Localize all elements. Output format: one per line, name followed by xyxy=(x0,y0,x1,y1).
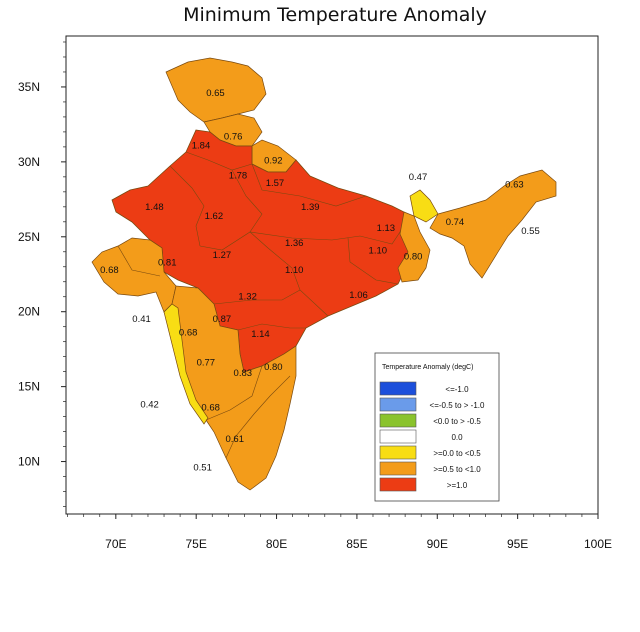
legend-swatch xyxy=(379,445,417,460)
region-northeast xyxy=(429,169,557,279)
region-value-label: 0.87 xyxy=(213,314,232,325)
region-value-label: 0.83 xyxy=(234,368,253,379)
region-value-label: 1.10 xyxy=(285,265,304,276)
legend-label: <0.0 to > -0.5 xyxy=(433,417,481,426)
region-value-label: 1.78 xyxy=(229,170,248,181)
legend-swatch xyxy=(379,397,417,412)
legend-swatch xyxy=(379,461,417,476)
region-value-label: 0.42 xyxy=(140,400,159,411)
region-value-label: 1.32 xyxy=(238,292,257,303)
region-value-label: 0.80 xyxy=(404,251,423,262)
region-value-label: 0.51 xyxy=(193,463,212,474)
y-tick-label: 30N xyxy=(18,155,40,169)
state-boundaries xyxy=(117,151,401,459)
region-value-label: 1.10 xyxy=(369,245,388,256)
x-tick-label: 90E xyxy=(427,537,448,551)
legend: Temperature Anomaly (degC) <=-1.0 <=-0.5 … xyxy=(374,352,500,502)
region-value-label: 0.81 xyxy=(158,257,177,268)
region-value-label: 1.06 xyxy=(349,290,368,301)
y-tick-label: 15N xyxy=(18,380,40,394)
axis-ticks: 70E 75E 80E 85E 90E 95E 100E 35N 30N 25N 20N 15N 10N xyxy=(18,41,612,551)
region-value-label: 0.77 xyxy=(197,358,216,369)
region-value-label: 1.48 xyxy=(145,202,164,213)
legend-label: >=0.0 to <0.5 xyxy=(433,449,481,458)
legend-items: <=-1.0 <=-0.5 to > -1.0 <0.0 to > -0.5 0.0 >… xyxy=(379,381,485,492)
region-west-bengal xyxy=(397,211,431,283)
chart-title: Minimum Temperature Anomaly xyxy=(183,4,487,26)
x-tick-label: 85E xyxy=(346,537,367,551)
x-tick-label: 80E xyxy=(266,537,287,551)
region-value-label: 0.80 xyxy=(264,362,283,373)
region-value-label: 1.14 xyxy=(251,329,270,340)
legend-label: >=1.0 xyxy=(447,481,468,490)
region-value-label: 0.76 xyxy=(224,131,243,142)
legend-swatch xyxy=(379,381,417,396)
y-tick-label: 25N xyxy=(18,230,40,244)
region-jammu-kashmir xyxy=(165,57,267,123)
legend-label: >=0.5 to <1.0 xyxy=(433,465,481,474)
legend-swatch xyxy=(379,429,417,444)
region-value-label: 0.41 xyxy=(132,314,151,325)
region-value-label: 1.62 xyxy=(205,211,224,222)
region-value-label: 1.39 xyxy=(301,202,320,213)
x-tick-label: 95E xyxy=(507,537,528,551)
region-value-label: 0.61 xyxy=(226,434,245,445)
region-value-label: 1.84 xyxy=(192,140,211,151)
region-value-label: 0.55 xyxy=(521,226,540,237)
legend-swatch xyxy=(379,477,417,492)
x-tick-label: 70E xyxy=(105,537,126,551)
region-value-label: 0.47 xyxy=(409,172,428,183)
region-value-label: 0.63 xyxy=(505,179,524,190)
region-labels: 0.65 0.76 1.84 0.92 1.78 1.57 1.48 1.62 1.39 1.13… xyxy=(100,88,540,474)
region-value-label: 1.13 xyxy=(377,223,396,234)
region-northern-plains xyxy=(111,129,413,373)
region-gujarat xyxy=(91,237,177,313)
legend-label: 0.0 xyxy=(451,433,463,442)
region-value-label: 0.65 xyxy=(206,88,225,99)
y-tick-label: 35N xyxy=(18,80,40,94)
y-tick-label: 10N xyxy=(18,455,40,469)
region-value-label: 0.68 xyxy=(100,265,119,276)
legend-label: <=-1.0 xyxy=(445,385,469,394)
region-value-label: 1.27 xyxy=(213,250,232,261)
region-konkan-coast xyxy=(163,303,209,425)
legend-swatch xyxy=(379,413,417,428)
x-tick-label: 100E xyxy=(584,537,612,551)
x-tick-label: 75E xyxy=(186,537,207,551)
map-shapes xyxy=(91,57,557,491)
y-tick-label: 20N xyxy=(18,305,40,319)
region-value-label: 0.68 xyxy=(179,328,198,339)
region-value-label: 0.92 xyxy=(264,155,283,166)
region-value-label: 1.36 xyxy=(285,238,304,249)
region-value-label: 0.68 xyxy=(201,403,220,414)
legend-title: Temperature Anomaly (degC) xyxy=(382,364,473,371)
legend-label: <=-0.5 to > -1.0 xyxy=(430,401,485,410)
region-value-label: 1.57 xyxy=(266,178,285,189)
region-value-label: 0.74 xyxy=(446,217,465,228)
